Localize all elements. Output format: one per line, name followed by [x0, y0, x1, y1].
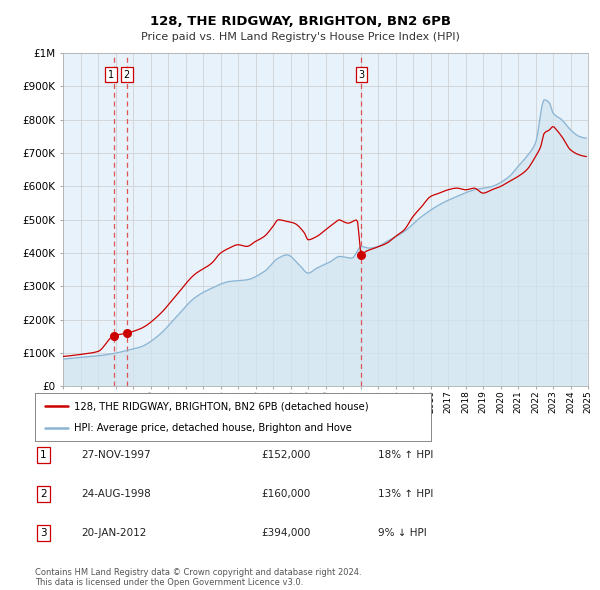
Text: £152,000: £152,000	[261, 450, 310, 460]
Text: £394,000: £394,000	[261, 528, 310, 538]
Text: 3: 3	[358, 70, 364, 80]
Text: 1: 1	[40, 450, 47, 460]
Text: 18% ↑ HPI: 18% ↑ HPI	[378, 450, 433, 460]
Text: 1: 1	[108, 70, 114, 80]
Text: 2: 2	[124, 70, 130, 80]
Text: 20-JAN-2012: 20-JAN-2012	[81, 528, 146, 538]
Text: 13% ↑ HPI: 13% ↑ HPI	[378, 489, 433, 499]
Text: 2: 2	[40, 489, 47, 499]
Text: 9% ↓ HPI: 9% ↓ HPI	[378, 528, 427, 538]
Text: Price paid vs. HM Land Registry's House Price Index (HPI): Price paid vs. HM Land Registry's House …	[140, 32, 460, 42]
Text: Contains HM Land Registry data © Crown copyright and database right 2024.: Contains HM Land Registry data © Crown c…	[35, 568, 361, 577]
Text: £160,000: £160,000	[261, 489, 310, 499]
Text: This data is licensed under the Open Government Licence v3.0.: This data is licensed under the Open Gov…	[35, 578, 303, 588]
Text: 128, THE RIDGWAY, BRIGHTON, BN2 6PB (detached house): 128, THE RIDGWAY, BRIGHTON, BN2 6PB (det…	[74, 401, 369, 411]
Text: 3: 3	[40, 528, 47, 538]
Text: HPI: Average price, detached house, Brighton and Hove: HPI: Average price, detached house, Brig…	[74, 423, 352, 433]
Text: 128, THE RIDGWAY, BRIGHTON, BN2 6PB: 128, THE RIDGWAY, BRIGHTON, BN2 6PB	[149, 15, 451, 28]
Text: 24-AUG-1998: 24-AUG-1998	[81, 489, 151, 499]
Text: 27-NOV-1997: 27-NOV-1997	[81, 450, 151, 460]
